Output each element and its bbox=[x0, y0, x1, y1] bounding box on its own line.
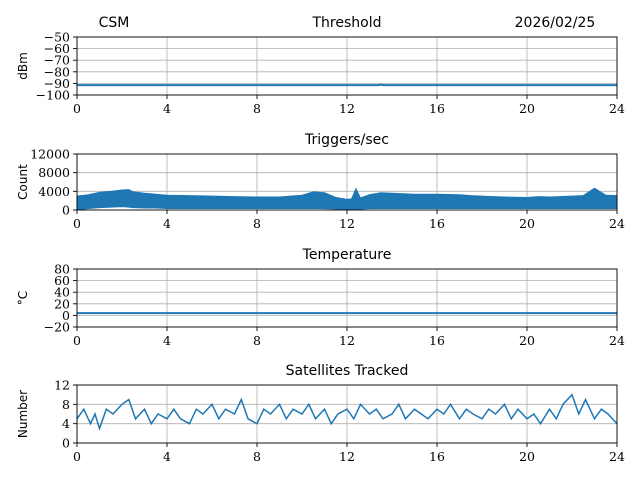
x-tick-label: 24 bbox=[609, 333, 625, 348]
x-tick-label: 24 bbox=[609, 216, 625, 231]
y-tick-label: −50 bbox=[44, 30, 70, 45]
x-tick-label: 0 bbox=[73, 449, 81, 464]
x-tick-label: 4 bbox=[163, 101, 171, 116]
panel-title: Satellites Tracked bbox=[286, 363, 409, 379]
x-tick-label: 4 bbox=[163, 449, 171, 464]
y-tick-label: 4000 bbox=[38, 184, 70, 199]
x-tick-label: 8 bbox=[253, 333, 261, 348]
y-axis-label: dBm bbox=[16, 52, 30, 80]
panel-title: Triggers/sec bbox=[304, 132, 389, 148]
x-tick-label: 16 bbox=[429, 449, 445, 464]
y-tick-label: 8000 bbox=[38, 165, 70, 180]
x-tick-label: 8 bbox=[253, 101, 261, 116]
x-tick-label: 20 bbox=[519, 101, 535, 116]
y-axis-label: °C bbox=[16, 291, 30, 305]
chart-panel-4: 0 4 8 12 16 20 24 0 4 8 12 Satellites Tracked Number bbox=[16, 363, 625, 464]
x-tick-label: 4 bbox=[163, 333, 171, 348]
header-date-label: 2026/02/25 bbox=[515, 15, 596, 31]
x-tick-label: 24 bbox=[609, 449, 625, 464]
x-tick-label: 16 bbox=[429, 333, 445, 348]
x-tick-label: 20 bbox=[519, 216, 535, 231]
x-tick-label: 12 bbox=[339, 101, 355, 116]
panel-title: Temperature bbox=[302, 247, 392, 263]
x-tick-label: 16 bbox=[429, 101, 445, 116]
chart-panel-2: 0 4 8 12 16 20 24 0 4000 8000 12000 Triggers/sec Cou… bbox=[16, 132, 625, 231]
x-tick-label: 20 bbox=[519, 449, 535, 464]
y-tick-label: 8 bbox=[62, 397, 70, 412]
x-tick-label: 12 bbox=[339, 216, 355, 231]
x-tick-label: 8 bbox=[253, 216, 261, 231]
y-tick-label: 12000 bbox=[30, 147, 70, 162]
x-tick-label: 0 bbox=[73, 333, 81, 348]
x-tick-label: 20 bbox=[519, 333, 535, 348]
x-tick-label: 4 bbox=[163, 216, 171, 231]
x-tick-label: 24 bbox=[609, 101, 625, 116]
x-tick-label: 0 bbox=[73, 101, 81, 116]
x-tick-label: 8 bbox=[253, 449, 261, 464]
y-tick-label: 4 bbox=[62, 416, 70, 431]
chart-panels: 0 4 8 12 16 20 24−100−90−80−70−60−50Thresholdd… bbox=[16, 15, 625, 464]
x-tick-label: 0 bbox=[73, 216, 81, 231]
series-line-1 bbox=[77, 85, 617, 86]
y-tick-label: 0 bbox=[62, 436, 70, 451]
y-tick-label: 0 bbox=[62, 203, 70, 218]
x-tick-label: 12 bbox=[339, 333, 355, 348]
y-axis-label: Number bbox=[16, 390, 30, 438]
y-tick-label: 12 bbox=[54, 378, 70, 393]
x-tick-label: 16 bbox=[429, 216, 445, 231]
header-left-label: CSM bbox=[99, 15, 130, 31]
x-tick-label: 12 bbox=[339, 449, 355, 464]
y-tick-label: 80 bbox=[54, 262, 70, 277]
panel-title: Threshold bbox=[312, 15, 382, 31]
y-axis-label: Count bbox=[16, 164, 30, 200]
